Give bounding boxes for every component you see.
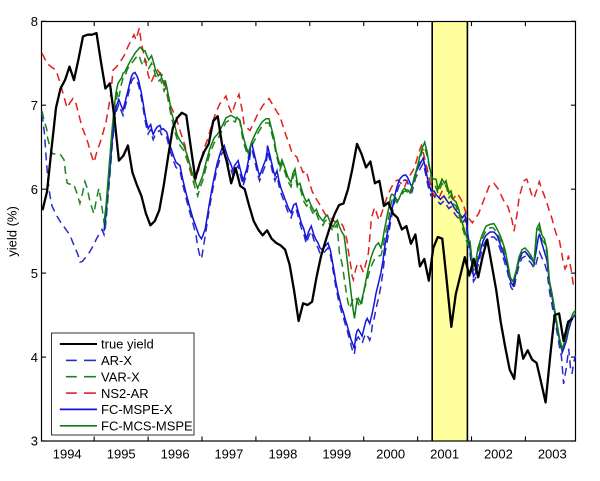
svg-text:1999: 1999 [322, 447, 351, 462]
svg-text:2002: 2002 [484, 447, 513, 462]
svg-text:2001: 2001 [430, 447, 459, 462]
svg-text:3: 3 [31, 434, 38, 449]
svg-text:4: 4 [31, 350, 38, 365]
svg-text:6: 6 [31, 182, 38, 197]
svg-text:2003: 2003 [538, 447, 567, 462]
svg-text:1997: 1997 [214, 447, 243, 462]
svg-text:FC-MCS-MSPE: FC-MCS-MSPE [101, 418, 193, 433]
svg-text:7: 7 [31, 98, 38, 113]
svg-text:2000: 2000 [376, 447, 405, 462]
svg-text:1996: 1996 [161, 447, 190, 462]
svg-text:AR-X: AR-X [101, 353, 132, 368]
svg-text:FC-MSPE-X: FC-MSPE-X [101, 402, 173, 417]
svg-text:1995: 1995 [107, 447, 136, 462]
svg-text:NS2-AR: NS2-AR [101, 386, 149, 401]
svg-text:yield (%): yield (%) [5, 206, 20, 257]
svg-text:VAR-X: VAR-X [101, 369, 140, 384]
svg-text:1994: 1994 [53, 447, 82, 462]
svg-text:true yield: true yield [101, 337, 154, 352]
svg-text:5: 5 [31, 266, 38, 281]
svg-text:1998: 1998 [268, 447, 297, 462]
svg-text:8: 8 [31, 14, 38, 29]
